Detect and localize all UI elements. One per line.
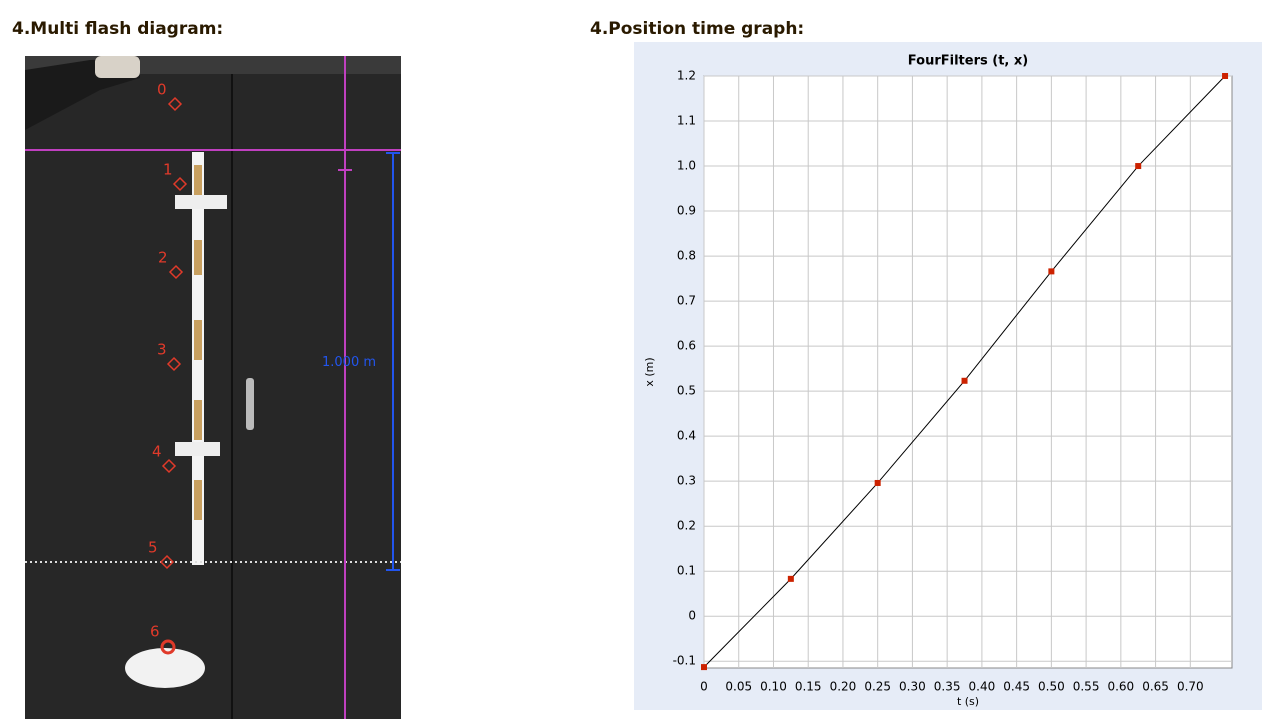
y-tick-label: 0.6 bbox=[677, 339, 696, 353]
cabinet bbox=[25, 56, 401, 719]
heading: 4.Multi flash diagram: bbox=[12, 19, 223, 39]
x-axis-label: t (s) bbox=[957, 695, 979, 708]
y-tick-label: 0.4 bbox=[677, 429, 696, 443]
data-point bbox=[1222, 73, 1229, 79]
plot-area bbox=[703, 75, 1233, 669]
y-tick-label: -0.1 bbox=[673, 654, 696, 668]
x-tick-label: 0.30 bbox=[899, 680, 926, 694]
flash-label: 5 bbox=[148, 539, 158, 557]
data-point bbox=[1135, 163, 1142, 170]
handle bbox=[246, 378, 254, 430]
chart-title: FourFilters (t, x) bbox=[908, 54, 1028, 69]
x-tick-label: 0.10 bbox=[760, 680, 787, 694]
y-tick-label: 1.2 bbox=[677, 69, 696, 83]
data-point bbox=[1048, 268, 1055, 275]
flash-marker bbox=[166, 356, 182, 372]
y-axis-label: x (m) bbox=[643, 357, 656, 386]
x-tick-label: 0.15 bbox=[795, 680, 822, 694]
flash-marker bbox=[167, 96, 183, 112]
flash-marker bbox=[161, 458, 177, 474]
hand bbox=[95, 56, 140, 78]
y-tick-label: 0.5 bbox=[677, 384, 696, 398]
scale-label: 1.000 m bbox=[322, 355, 376, 370]
tape-piece bbox=[175, 195, 227, 209]
y-tick-label: 0 bbox=[688, 609, 696, 623]
x-tick-label: 0.55 bbox=[1073, 680, 1100, 694]
heading: 4.Position time graph: bbox=[590, 19, 804, 39]
data-point bbox=[787, 575, 794, 582]
flash-marker bbox=[159, 554, 175, 570]
flash-label: 3 bbox=[157, 341, 167, 359]
y-tick-label: 0.8 bbox=[677, 249, 696, 263]
y-tick-label: 0.2 bbox=[677, 519, 696, 533]
y-tick-label: 0.7 bbox=[677, 294, 696, 308]
x-tick-label: 0.60 bbox=[1107, 680, 1134, 694]
x-tick-label: 0.35 bbox=[934, 680, 961, 694]
y-tick-label: 0.1 bbox=[677, 564, 696, 578]
data-point bbox=[874, 479, 881, 486]
flash-label: 0 bbox=[157, 81, 167, 99]
tape-band bbox=[194, 240, 202, 275]
flash-marker bbox=[168, 264, 184, 280]
x-tick-label: 0.05 bbox=[725, 680, 752, 694]
flash-label: 6 bbox=[150, 623, 160, 641]
x-tick-label: 0.70 bbox=[1177, 680, 1204, 694]
flash-label: 2 bbox=[158, 249, 168, 267]
tape-piece bbox=[175, 442, 220, 456]
x-tick-label: 0.45 bbox=[1003, 680, 1030, 694]
x-tick-label: 0.20 bbox=[830, 680, 857, 694]
tape-band bbox=[194, 480, 202, 520]
filter-blob bbox=[125, 648, 205, 688]
y-tick-label: 0.3 bbox=[677, 474, 696, 488]
x-tick-label: 0.25 bbox=[864, 680, 891, 694]
flash-marker bbox=[160, 639, 176, 655]
data-point bbox=[961, 377, 968, 384]
flash-marker bbox=[172, 176, 188, 192]
tape-band bbox=[194, 400, 202, 440]
y-tick-label: 1.0 bbox=[677, 159, 696, 173]
x-tick-label: 0.65 bbox=[1142, 680, 1169, 694]
tape-band bbox=[194, 320, 202, 360]
data-point bbox=[701, 664, 707, 671]
flash-label: 4 bbox=[152, 443, 162, 461]
y-tick-label: 0.9 bbox=[677, 204, 696, 218]
x-tick-label: 0 bbox=[700, 680, 708, 694]
flash-label: 1 bbox=[163, 161, 173, 179]
x-tick-label: 0.50 bbox=[1038, 680, 1065, 694]
y-tick-label: 1.1 bbox=[677, 114, 696, 128]
x-tick-label: 0.40 bbox=[969, 680, 996, 694]
photo: 1.000 m 0 1 2 3 4 5 6 bbox=[25, 56, 401, 719]
tape-band bbox=[194, 165, 202, 195]
